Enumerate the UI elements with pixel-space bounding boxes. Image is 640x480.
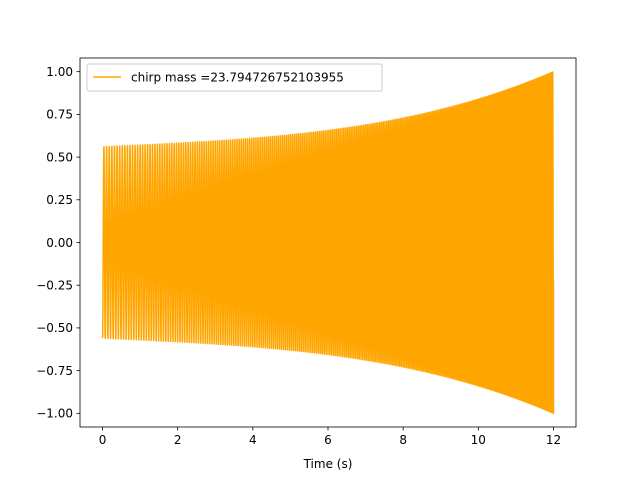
y-tick-label: −0.50 xyxy=(36,321,73,335)
y-tick-label: −1.00 xyxy=(36,407,73,421)
x-tick-label: 4 xyxy=(249,433,257,447)
legend-label: chirp mass =23.794726752103955 xyxy=(131,71,344,85)
x-tick-label: 6 xyxy=(324,433,332,447)
y-tick-label: −0.75 xyxy=(36,364,73,378)
x-axis-label: Time (s) xyxy=(303,457,353,471)
x-tick-label: 10 xyxy=(471,433,486,447)
x-tick-label: 0 xyxy=(99,433,107,447)
y-tick-label: 1.00 xyxy=(46,65,73,79)
x-axis: 0 2 4 6 8 10 12 xyxy=(99,427,561,447)
series-layer xyxy=(101,71,555,415)
y-tick-label: 0.75 xyxy=(46,108,73,122)
legend: chirp mass =23.794726752103955 xyxy=(86,63,383,92)
y-tick-label: 0.50 xyxy=(46,150,73,164)
y-tick-label: 0.25 xyxy=(46,193,73,207)
x-tick-label: 8 xyxy=(399,433,407,447)
y-tick-label: −0.25 xyxy=(36,279,73,293)
y-tick-label: 0.00 xyxy=(46,236,73,250)
y-axis: −1.00 −0.75 −0.50 −0.25 0.00 0.25 0.50 0.75 1.00 xyxy=(36,65,80,421)
x-tick-label: 2 xyxy=(174,433,182,447)
x-tick-label: 12 xyxy=(546,433,561,447)
chirp-waveform-line xyxy=(101,71,555,415)
legend-box xyxy=(86,63,383,92)
